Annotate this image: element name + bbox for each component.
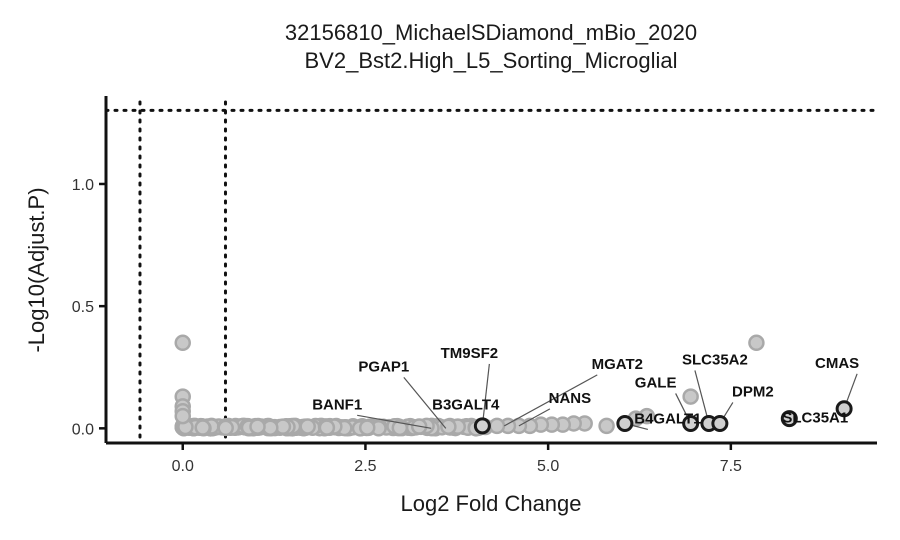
x-tick-label: 7.5 (720, 458, 742, 475)
gene-label: MGAT2 (592, 356, 643, 373)
highlighted-data-point (473, 417, 491, 435)
data-point (682, 388, 699, 405)
highlighted-data-point (616, 414, 634, 432)
label-leader-lines (357, 363, 858, 431)
gene-label: TM9SF2 (441, 345, 499, 362)
highlighted-data-point (780, 410, 798, 428)
x-axis-title: Log2 Fold Change (400, 491, 581, 516)
data-point (391, 419, 409, 437)
label-leader-line (504, 374, 598, 427)
gene-label: GALE (635, 374, 677, 391)
gene-label: SLC35A2 (682, 351, 748, 368)
gene-label: NANS (549, 390, 592, 407)
data-point (440, 418, 457, 435)
x-tick-label: 0.0 (172, 458, 194, 475)
highlighted-data-point (711, 414, 729, 432)
data-point (488, 417, 506, 435)
data-point (299, 418, 316, 435)
label-leader-line (694, 370, 710, 424)
label-leader-line (357, 414, 432, 429)
data-point (358, 419, 376, 436)
threshold-lines (104, 100, 879, 445)
highlighted-data-point (682, 414, 700, 432)
gene-label: B4GALT1 (634, 410, 701, 427)
data-point (217, 419, 234, 437)
chart-subtitle: BV2_Bst2.High_L5_Sorting_Microglial (305, 48, 678, 73)
y-axis-ticks: 0.0 0.5 1.0 (72, 177, 106, 438)
gene-label: SLC35A1 (782, 410, 848, 427)
label-leader-line (518, 408, 551, 427)
gene-label: B3GALT4 (432, 396, 500, 413)
x-tick-label: 5.0 (537, 458, 559, 475)
y-tick-label: 1.0 (72, 177, 94, 194)
label-leader-line (481, 363, 490, 426)
gene-label: DPM2 (732, 383, 774, 400)
data-point (194, 419, 211, 436)
highlighted-points (473, 400, 853, 435)
data-point (174, 334, 191, 352)
highlighted-data-point (835, 400, 853, 418)
gene-label: PGAP1 (358, 358, 409, 375)
x-tick-label: 2.5 (354, 458, 376, 475)
data-point (174, 407, 191, 425)
x-axis-ticks: 0.0 2.5 5.0 7.5 (172, 443, 742, 475)
y-tick-label: 0.5 (72, 299, 94, 316)
label-leader-line (403, 376, 447, 429)
gene-label: BANF1 (312, 396, 362, 413)
chart-title: 32156810_MichaelSDiamond_mBio_2020 (285, 20, 697, 45)
y-axis-title: -Log10(Adjust.P) (24, 187, 49, 352)
data-point (598, 417, 615, 435)
gene-label: CMAS (815, 355, 859, 372)
data-point (249, 418, 266, 435)
data-point (748, 334, 765, 352)
axes (104, 96, 877, 445)
data-point (318, 419, 336, 436)
y-tick-label: 0.0 (72, 421, 94, 438)
